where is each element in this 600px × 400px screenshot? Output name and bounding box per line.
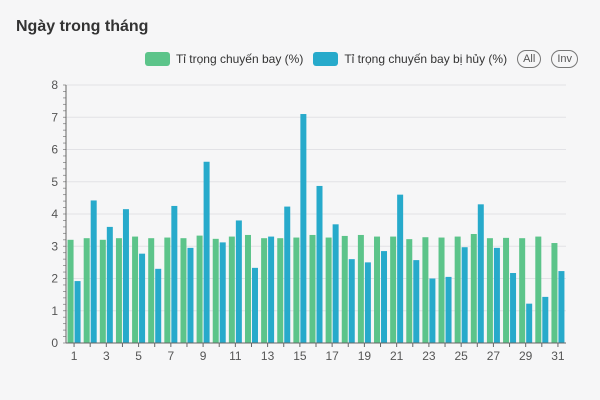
bar-flights	[67, 239, 74, 343]
x-tick-label: 9	[200, 349, 207, 363]
bar-cancelled	[332, 224, 339, 343]
x-tick-label: 19	[358, 349, 372, 363]
y-tick-label: 2	[51, 272, 58, 286]
bar-flights	[261, 238, 268, 343]
x-tick-label: 13	[261, 349, 275, 363]
y-tick-label: 3	[51, 239, 58, 253]
bar-cancelled	[251, 267, 258, 343]
bar-flights	[148, 238, 155, 343]
bar-flights	[454, 236, 461, 343]
legend-label-flights: Tỉ trọng chuyến bay (%)	[175, 52, 304, 66]
bar-cancelled	[558, 271, 565, 343]
x-tick-label: 21	[390, 349, 404, 363]
bar-cancelled	[316, 185, 323, 343]
bar-cancelled	[461, 247, 468, 343]
bar-cancelled	[397, 194, 404, 343]
y-tick-label: 5	[51, 175, 58, 189]
bar-flights	[99, 239, 106, 343]
bar-cancelled	[381, 251, 388, 343]
bar-cancelled	[268, 236, 275, 343]
bar-flights	[551, 243, 558, 343]
x-tick-label: 1	[71, 349, 78, 363]
bar-flights	[390, 236, 397, 343]
x-tick-label: 25	[454, 349, 468, 363]
bar-flights	[438, 237, 445, 343]
y-tick-label: 1	[51, 304, 58, 318]
bar-flights	[325, 237, 332, 343]
bar-cancelled	[106, 226, 113, 343]
legend-swatch-cancelled	[313, 52, 339, 66]
bar-cancelled	[510, 273, 517, 343]
bar-flights	[374, 236, 381, 343]
x-tick-label: 17	[325, 349, 339, 363]
y-tick-label: 6	[51, 143, 58, 157]
legend: Tỉ trọng chuyến bay (%) Tỉ trọng chuyến …	[144, 50, 578, 68]
bar-flights	[228, 236, 235, 343]
select-all-button[interactable]: All	[517, 50, 542, 68]
bar-flights	[132, 236, 139, 343]
bar-flights	[164, 237, 171, 343]
legend-label-cancelled: Tỉ trọng chuyến bay bị hủy (%)	[344, 52, 508, 66]
bar-cancelled	[171, 205, 178, 343]
bar-cancelled	[413, 260, 420, 343]
bar-cancelled	[284, 206, 291, 343]
y-tick-label: 8	[51, 78, 58, 92]
x-tick-label: 15	[293, 349, 307, 363]
x-tick-label: 29	[519, 349, 533, 363]
bar-flights	[470, 233, 477, 343]
bar-flights	[341, 235, 348, 343]
bar-cancelled	[235, 220, 242, 343]
bar-cancelled	[187, 247, 194, 343]
bar-cancelled	[139, 253, 146, 343]
chart-title: Ngày trong tháng	[16, 18, 149, 35]
bar-cancelled	[542, 296, 549, 343]
x-tick-label: 7	[167, 349, 174, 363]
bar-flights	[519, 238, 526, 343]
x-tick-label: 11	[229, 349, 242, 363]
bar-flights	[180, 238, 187, 343]
x-tick-label: 23	[422, 349, 436, 363]
legend-swatch-flights	[144, 52, 170, 66]
bar-flights	[535, 236, 542, 343]
y-tick-label: 7	[51, 110, 58, 124]
bar-cancelled	[348, 259, 355, 343]
bar-cancelled	[155, 268, 162, 343]
x-tick-label: 5	[135, 349, 142, 363]
bar-flights	[115, 238, 122, 343]
legend-item-flights[interactable]: Tỉ trọng chuyến bay (%)	[144, 52, 304, 66]
bar-flights	[83, 238, 90, 343]
bar-cancelled	[445, 276, 452, 343]
bar-flights	[244, 234, 251, 343]
bar-cancelled	[364, 262, 371, 343]
bar-flights	[357, 234, 364, 343]
y-tick-label: 0	[51, 336, 58, 350]
invert-selection-button[interactable]: Inv	[551, 50, 578, 68]
bar-flights	[422, 237, 429, 343]
bar-flights	[309, 234, 316, 343]
bar-cancelled	[74, 281, 81, 343]
x-tick-label: 3	[103, 349, 110, 363]
bar-cancelled	[300, 114, 307, 344]
bar-flights	[406, 239, 413, 343]
bar-flights	[212, 238, 219, 343]
bar-flights	[196, 235, 203, 343]
bar-cancelled	[429, 278, 436, 343]
bar-flights	[486, 238, 493, 343]
bar-cancelled	[90, 200, 97, 343]
x-tick-label: 31	[551, 349, 565, 363]
bar-flights	[293, 237, 300, 343]
bar-flights	[277, 238, 284, 343]
bar-cancelled	[122, 209, 129, 343]
bar-cancelled	[526, 303, 533, 343]
bar-flights	[503, 237, 510, 343]
bar-cancelled	[219, 242, 226, 343]
bar-cancelled	[493, 247, 500, 343]
bar-cancelled	[477, 204, 484, 343]
bar-cancelled	[203, 161, 210, 343]
y-tick-label: 4	[51, 207, 58, 221]
x-tick-label: 27	[487, 349, 501, 363]
legend-item-cancelled[interactable]: Tỉ trọng chuyến bay bị hủy (%)	[313, 52, 507, 66]
